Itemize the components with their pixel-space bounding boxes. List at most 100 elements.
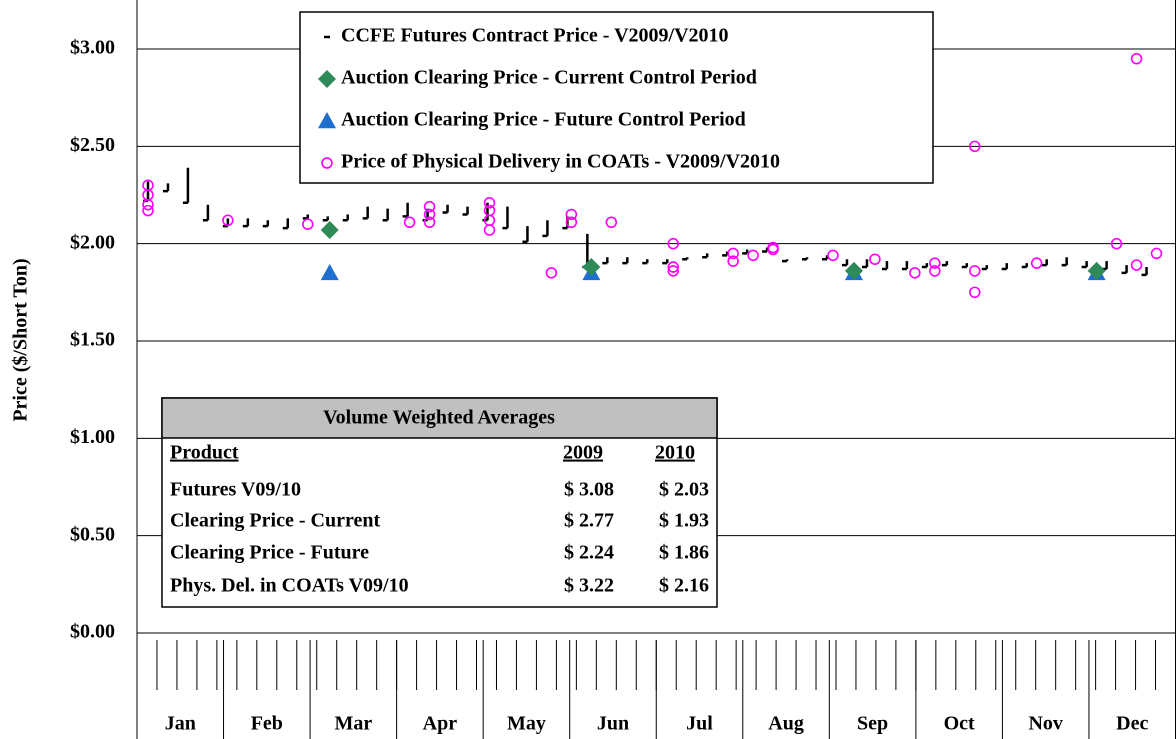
- futures-range: [1081, 261, 1088, 269]
- futures-range: [881, 261, 889, 271]
- futures-range: [582, 233, 589, 269]
- physical-delivery: [423, 216, 436, 229]
- clearing-current: [320, 221, 339, 240]
- futures-range: [302, 214, 310, 220]
- x-tick-label: Mar: [334, 713, 372, 735]
- futures-range: [802, 257, 809, 261]
- futures-range: [921, 263, 929, 269]
- legend-label: Auction Clearing Price - Current Control…: [341, 67, 757, 89]
- x-tick-label: Nov: [1028, 713, 1062, 735]
- futures-range: [342, 214, 349, 222]
- legend-entries: CCFE Futures Contract Price - V2009/V201…: [318, 25, 780, 173]
- physical-delivery: [483, 224, 496, 236]
- physical-delivery: [1130, 259, 1143, 271]
- y-tick-label: $1.00: [70, 426, 115, 448]
- x-tick-label: May: [507, 713, 546, 735]
- futures-range: [841, 259, 849, 267]
- table-cell: Clearing Price - Future: [170, 542, 369, 564]
- physical-delivery: [483, 197, 496, 209]
- futures-range: [642, 259, 649, 265]
- physical-delivery: [747, 249, 759, 262]
- physical-delivery: [565, 216, 578, 229]
- futures-range: [442, 204, 449, 214]
- x-tick-label: Oct: [944, 713, 975, 735]
- futures-range: [322, 216, 329, 222]
- table-cell: $ 3.22: [564, 575, 614, 597]
- x-tick-label: Jun: [597, 713, 629, 735]
- physical-delivery: [929, 257, 941, 269]
- x-tick-label: Aug: [768, 713, 804, 735]
- futures-range: [1141, 267, 1148, 277]
- x-tick-label: Sep: [857, 713, 888, 735]
- futures-range: [1041, 259, 1048, 267]
- summary-table: Volume Weighted Averages Product 2009 20…: [161, 397, 718, 608]
- clearing-future: [318, 112, 336, 129]
- legend-label: Auction Clearing Price - Future Control …: [341, 109, 746, 131]
- futures-range: [202, 204, 210, 222]
- table-cell: $ 2.16: [659, 575, 709, 597]
- futures-range: [622, 257, 629, 265]
- futures-range: [941, 261, 949, 267]
- physical-delivery: [1150, 247, 1163, 260]
- clearing-future: [320, 263, 339, 281]
- physical-delivery: [909, 267, 921, 279]
- futures-range: [742, 249, 749, 255]
- futures-range: [861, 259, 869, 269]
- physical-delivery: [827, 249, 839, 262]
- physical-delivery: [727, 247, 739, 260]
- physical-delivery: [969, 140, 981, 153]
- table-cell: Clearing Price - Current: [170, 510, 380, 532]
- futures-range: [762, 247, 769, 253]
- futures-range: [1021, 263, 1028, 269]
- table-cell: $ 2.03: [659, 479, 709, 501]
- y-tick-label: $2.00: [70, 231, 115, 253]
- y-axis-title: Price ($/Short Ton): [10, 258, 32, 421]
- table-cell: $ 2.77: [564, 510, 614, 532]
- physical-delivery: [667, 261, 679, 273]
- y-tick-label: $0.00: [70, 621, 115, 643]
- futures-range: [662, 259, 669, 265]
- physical-delivery: [929, 265, 941, 277]
- y-tick-label: $3.00: [70, 37, 115, 59]
- physical-delivery: [222, 214, 234, 227]
- physical-delivery: [1110, 237, 1123, 250]
- legend: [299, 11, 934, 184]
- clearing-current: [318, 70, 336, 88]
- physical-delivery: [142, 198, 154, 211]
- x-tick-label: Feb: [251, 713, 283, 735]
- futures-range: [542, 220, 549, 238]
- clearing-current: [1087, 261, 1106, 280]
- table-header: Product: [170, 442, 239, 464]
- physical-delivery: [403, 216, 416, 229]
- table-cell: $ 2.24: [564, 542, 614, 564]
- physical-delivery: [727, 255, 739, 267]
- futures-range: [1121, 265, 1128, 275]
- legend-label: Price of Physical Delivery in COATs - V2…: [341, 151, 780, 173]
- futures-range: [682, 257, 689, 261]
- physical-delivery: [969, 265, 981, 277]
- futures-range: [242, 218, 250, 228]
- table-title: Volume Weighted Averages: [323, 407, 555, 429]
- x-tick-label: Jul: [686, 713, 713, 735]
- legend-label: CCFE Futures Contract Price - V2009/V201…: [341, 25, 729, 47]
- table-cell: $ 1.93: [659, 510, 709, 532]
- physical-delivery: [142, 204, 154, 217]
- futures-range: [522, 226, 529, 243]
- table-cell: Phys. Del. in COATs V09/10: [170, 575, 409, 597]
- futures-range: [182, 167, 190, 205]
- physical-delivery: [321, 157, 333, 169]
- physical-delivery: [1030, 257, 1043, 269]
- futures-range: [722, 251, 729, 257]
- table-cell: $ 3.08: [564, 479, 614, 501]
- x-tick-label: Dec: [1116, 713, 1148, 735]
- futures-range: [702, 253, 709, 259]
- x-tick-label: Jan: [165, 713, 196, 735]
- x-tick-label: Apr: [423, 713, 458, 735]
- clearing-current: [582, 258, 601, 277]
- futures-range: [402, 202, 409, 218]
- physical-delivery: [545, 267, 558, 279]
- physical-delivery: [565, 208, 578, 221]
- futures-range: [362, 206, 369, 220]
- table-header: 2010: [655, 442, 695, 464]
